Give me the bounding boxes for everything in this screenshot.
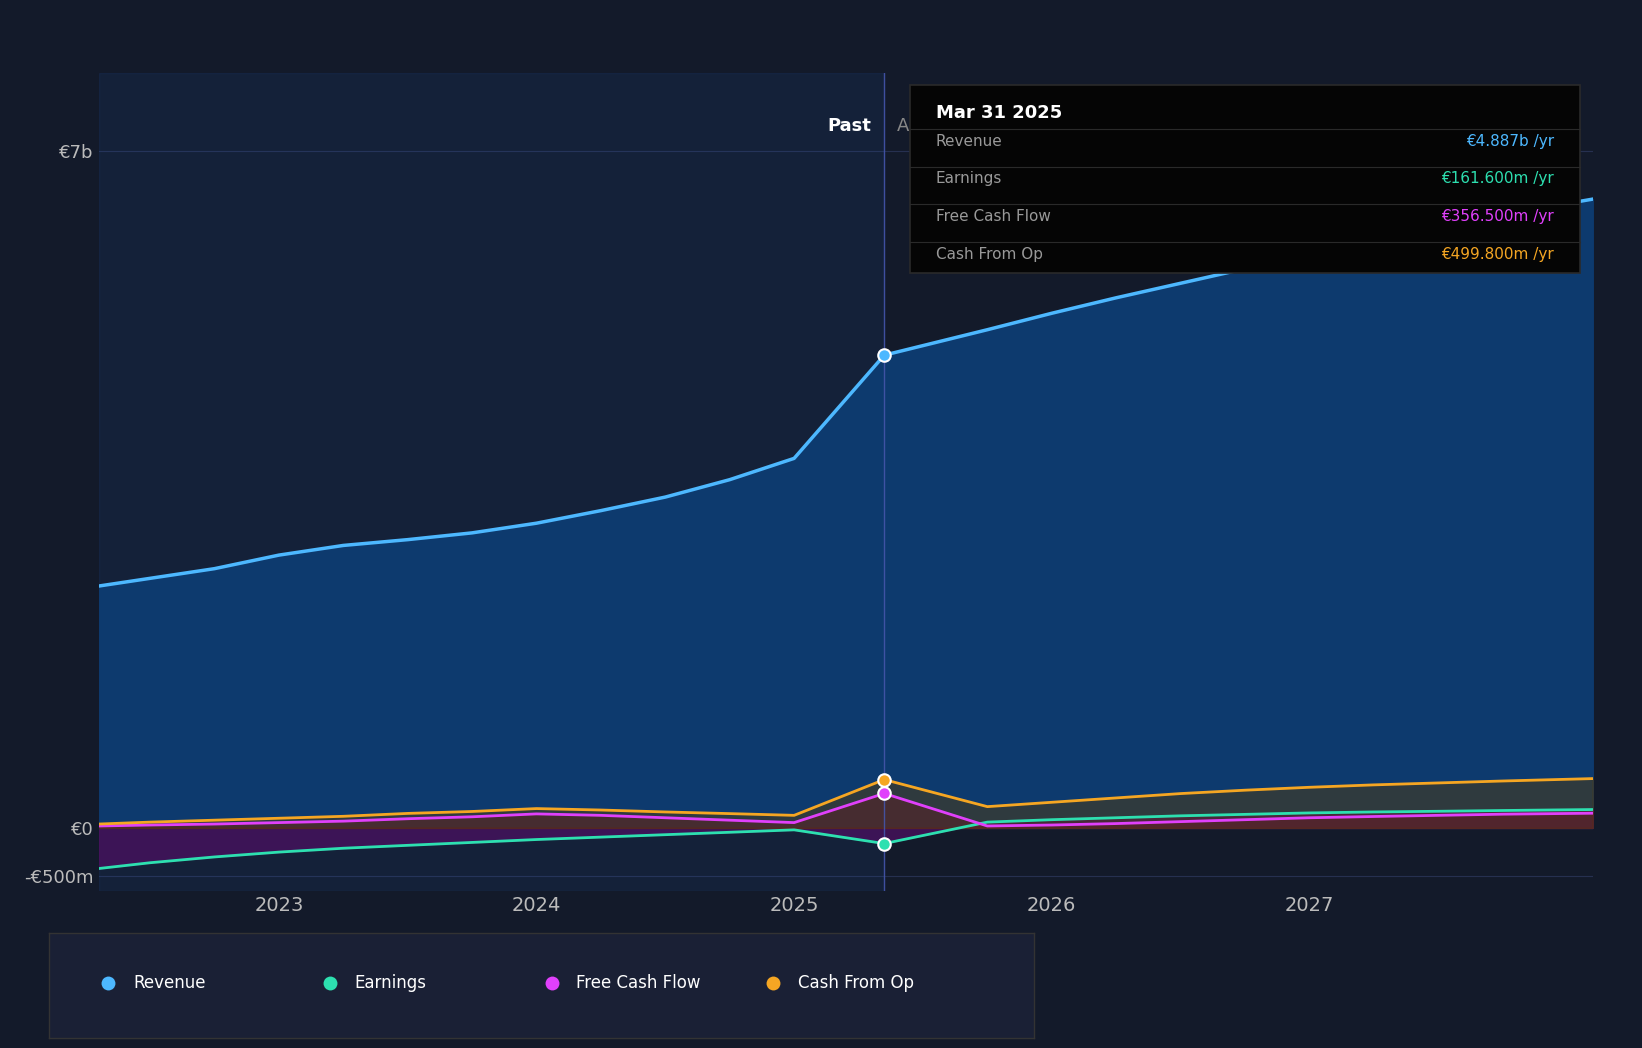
- Text: Analysts Forecasts: Analysts Forecasts: [897, 117, 1066, 135]
- Text: Past: Past: [828, 117, 872, 135]
- Text: Cash From Op: Cash From Op: [936, 247, 1043, 262]
- Text: €499.800m /yr: €499.800m /yr: [1442, 247, 1553, 262]
- Text: Free Cash Flow: Free Cash Flow: [576, 974, 701, 992]
- Text: Revenue: Revenue: [133, 974, 205, 992]
- Text: €161.600m /yr: €161.600m /yr: [1442, 172, 1553, 187]
- Text: €356.500m /yr: €356.500m /yr: [1442, 210, 1553, 224]
- FancyBboxPatch shape: [910, 85, 1580, 274]
- Text: Mar 31 2025: Mar 31 2025: [936, 104, 1062, 122]
- Text: Cash From Op: Cash From Op: [798, 974, 915, 992]
- Text: Earnings: Earnings: [936, 172, 1002, 187]
- Text: Revenue: Revenue: [936, 134, 1003, 149]
- Text: Earnings: Earnings: [355, 974, 427, 992]
- Text: Free Cash Flow: Free Cash Flow: [936, 210, 1051, 224]
- Text: €4.887b /yr: €4.887b /yr: [1466, 134, 1553, 149]
- Bar: [99, 73, 885, 891]
